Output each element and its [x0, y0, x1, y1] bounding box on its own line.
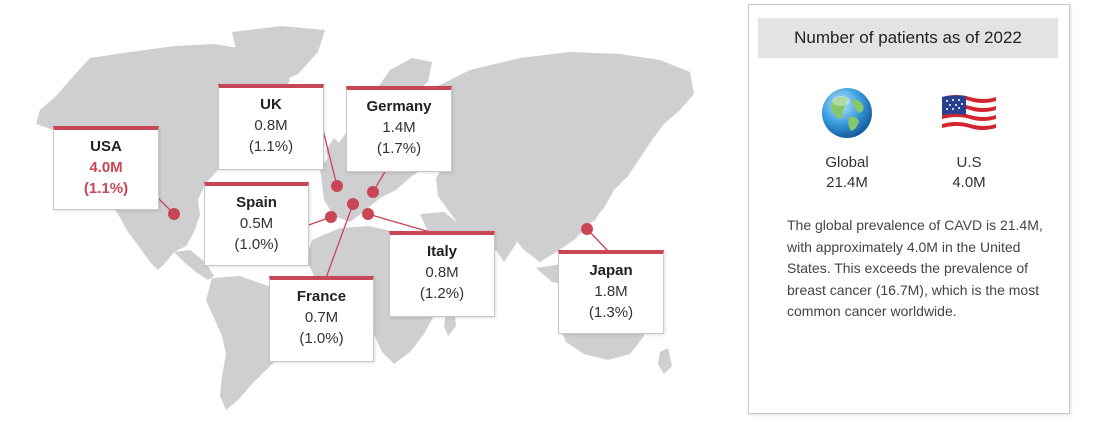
us-flag-icon — [942, 95, 996, 135]
patients-summary-panel: Number of patients as of 2022 Global 21.… — [748, 4, 1070, 414]
patient-count: 1.8M — [594, 283, 628, 300]
prevalence-percent: (1.7%) — [376, 140, 422, 157]
leader-line-uk — [322, 129, 338, 187]
us-stat-label: U.S — [956, 154, 982, 171]
location-markers — [168, 180, 593, 235]
patient-count: 0.5M — [239, 215, 274, 232]
japan-landmass — [588, 178, 604, 222]
asia-landmass — [430, 52, 694, 262]
patient-count: 0.8M — [254, 117, 288, 134]
country-name: Spain — [236, 194, 277, 211]
panel-title: Number of patients as of 2022 — [758, 18, 1058, 58]
country-name: Italy — [426, 243, 457, 260]
country-card-japan: Japan 1.8M (1.3%) — [558, 250, 664, 334]
country-card-france: France 0.7M (1.0%) — [269, 276, 374, 362]
greenland-landmass — [232, 26, 325, 86]
germany-marker — [367, 186, 379, 198]
prevalence-percent: (1.3%) — [588, 304, 634, 321]
global-stat: Global 21.4M — [792, 85, 902, 193]
globe-icon — [822, 88, 872, 138]
us-stat-value: 4.0M — [952, 174, 986, 191]
country-name: France — [296, 288, 347, 305]
leader-line-italy — [367, 213, 431, 233]
new-zealand-landmass — [658, 348, 672, 374]
country-card-spain: Spain 0.5M (1.0%) — [204, 182, 309, 266]
leader-line-france — [325, 203, 354, 279]
country-card-usa: USA 4.0M (1.1%) — [53, 126, 159, 210]
panel-description: The global prevalence of CAVD is 21.4M, … — [787, 217, 1043, 319]
country-name: USA — [90, 138, 122, 155]
central-america-landmass — [174, 250, 214, 280]
patient-count: 4.0M — [89, 159, 123, 176]
spain-marker — [325, 211, 337, 223]
prevalence-percent: (1.0%) — [299, 330, 344, 347]
patient-count: 0.8M — [425, 264, 459, 281]
prevalence-percent: (1.0%) — [234, 236, 279, 253]
us-stat: U.S 4.0M — [914, 85, 1024, 193]
uk-marker — [331, 180, 343, 192]
uk-landmass — [326, 138, 342, 170]
patient-count: 0.7M — [304, 309, 339, 326]
italy-marker — [362, 208, 374, 220]
india-landmass — [486, 212, 520, 262]
prevalence-percent: (1.1%) — [83, 180, 129, 197]
prevalence-percent: (1.1%) — [248, 138, 294, 155]
france-marker — [347, 198, 359, 210]
country-card-uk: UK 0.8M (1.1%) — [218, 84, 324, 170]
country-card-italy: Italy 0.8M (1.2%) — [389, 231, 495, 317]
country-name: UK — [260, 96, 282, 113]
global-stat-value: 21.4M — [826, 174, 868, 191]
usa-marker — [168, 208, 180, 220]
global-stat-label: Global — [825, 154, 869, 171]
country-card-germany: Germany 1.4M (1.7%) — [346, 86, 452, 172]
prevalence-percent: (1.2%) — [419, 285, 465, 302]
patient-count: 1.4M — [382, 119, 416, 136]
japan-marker — [581, 223, 593, 235]
country-name: Japan — [589, 262, 633, 279]
world-map — [36, 26, 694, 410]
country-name: Germany — [366, 98, 432, 115]
